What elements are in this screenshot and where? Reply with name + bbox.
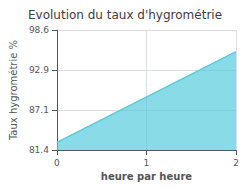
svg-text:81.4: 81.4 — [29, 145, 49, 155]
svg-text:heure par heure: heure par heure — [101, 171, 192, 182]
svg-text:87.1: 87.1 — [29, 105, 49, 115]
svg-text:0: 0 — [54, 158, 60, 168]
svg-text:1: 1 — [144, 158, 150, 168]
svg-text:Taux hygrométrie %: Taux hygrométrie % — [8, 40, 19, 141]
svg-text:2: 2 — [233, 158, 239, 168]
svg-text:98.6: 98.6 — [29, 25, 49, 35]
svg-text:Evolution du taux d'hygrométri: Evolution du taux d'hygrométrie — [28, 8, 222, 22]
svg-text:92.9: 92.9 — [29, 65, 49, 75]
